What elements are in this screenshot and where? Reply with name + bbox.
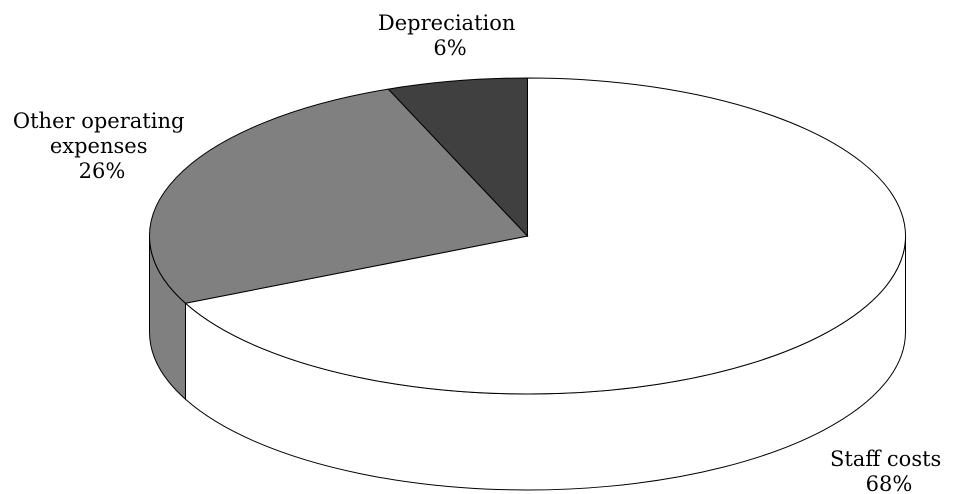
label-depreciation-value: 6%: [433, 36, 466, 60]
label-other-value: 26%: [79, 159, 126, 183]
label-other-operating-expenses: Other operating expenses 26%: [13, 109, 191, 183]
label-staff-costs: Staff costs 68%: [830, 447, 948, 494]
label-staff-name: Staff costs: [830, 447, 941, 471]
slice-other-operating-expenses: [149, 88, 529, 304]
label-other-name-line1: Other operating: [13, 109, 185, 133]
label-depreciation-name: Depreciation: [378, 11, 516, 35]
label-staff-value: 68%: [866, 472, 913, 494]
slice-depreciation: [387, 77, 528, 238]
label-depreciation: Depreciation 6%: [378, 11, 522, 60]
label-other-name-line2: expenses: [50, 134, 148, 158]
slice-staff-costs: [184, 77, 906, 395]
